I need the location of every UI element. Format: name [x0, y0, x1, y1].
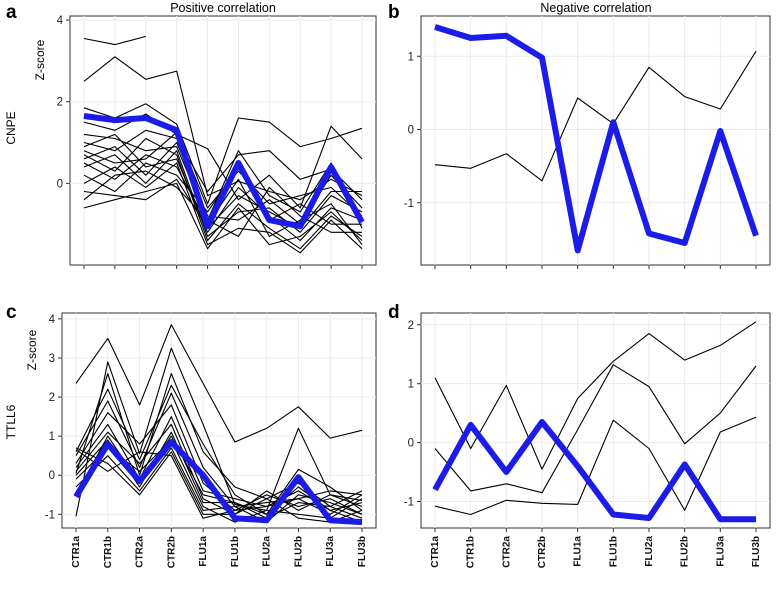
- y-tick-label: 4: [57, 15, 64, 27]
- panel-c: -1 0 1 2 3 4 CTR1a CTR1b CTR2a CTR2b FLU1a FLU1b FL…: [4, 302, 377, 568]
- panel-a-lines: [83, 35, 365, 254]
- series-line-g1: [83, 35, 146, 46]
- x-tick-label: CTR2b: [166, 536, 177, 568]
- panel-c-label: c: [6, 302, 17, 323]
- panel-b: -1 0 1 b Negative correlation: [388, 1, 771, 269]
- x-tick-label: CTR2a: [501, 536, 512, 568]
- series-line-g4: [83, 113, 363, 209]
- panel-a-y-axis-label: Z-score: [33, 39, 47, 80]
- x-tick-label: CTR1b: [103, 536, 114, 568]
- x-tick-label: FLU3a: [325, 536, 336, 567]
- x-tick-label: FLU2a: [644, 536, 655, 567]
- x-tick-label: CTR1b: [466, 536, 477, 568]
- x-tick-label: FLU1b: [608, 536, 619, 567]
- panel-d-x-ticks: CTR1a CTR1b CTR2a CTR2b FLU1a FLU1b FLU2a FLU2b…: [430, 528, 762, 568]
- x-tick-label: FLU1b: [230, 536, 241, 567]
- y-tick-label: 2: [408, 320, 414, 332]
- panel-a-gene-label: CNPE: [4, 111, 18, 144]
- y-tick-label: 0: [49, 470, 55, 482]
- panel-b-title: Negative correlation: [540, 1, 651, 15]
- panel-c-y-ticks: -1 0 1 2 3 4: [45, 314, 62, 521]
- panel-c-lines: [73, 324, 363, 526]
- panel-a-title: Positive correlation: [170, 1, 276, 15]
- series-line-g5: [83, 133, 363, 229]
- x-tick-label: CTR2a: [135, 536, 146, 568]
- y-tick-label: 1: [408, 379, 414, 391]
- series-line-u2: [434, 364, 757, 494]
- panel-b-x-ticks: [434, 265, 757, 269]
- panel-c-x-ticks: CTR1a CTR1b CTR2a CTR2b FLU1a FLU1b FLU2a FLU2b…: [71, 528, 368, 568]
- x-tick-label: FLU2a: [262, 536, 273, 567]
- panel-d-y-ticks: -1 0 1 2: [404, 320, 421, 508]
- y-tick-label: 2: [57, 97, 63, 109]
- series-line-g15: [83, 178, 362, 229]
- panel-a-x-ticks: [83, 265, 363, 269]
- series-line-t2: [75, 347, 363, 517]
- y-tick-label: 2: [49, 392, 55, 404]
- panel-a: 0 2 4 a Positive correlation Z-score CNPE: [4, 1, 377, 269]
- panel-b-label: b: [388, 2, 400, 23]
- series-line-g11: [83, 154, 363, 245]
- y-tick-label: 4: [49, 314, 56, 326]
- panel-b-lines: [434, 24, 759, 254]
- x-tick-label: FLU3b: [357, 536, 368, 567]
- x-tick-label: FLU3b: [751, 536, 762, 567]
- series-line-u3: [434, 416, 757, 516]
- series-line-t1: [75, 324, 363, 443]
- x-tick-label: FLU3a: [715, 536, 726, 567]
- panel-c-y-axis-label: Z-score: [25, 329, 39, 370]
- highlight-line: [432, 419, 756, 523]
- panel-b-background: [420, 15, 771, 266]
- y-tick-label: 1: [49, 431, 55, 443]
- highlight-line: [434, 24, 759, 254]
- panel-a-y-ticks: 0 2 4: [57, 15, 70, 190]
- y-tick-label: -1: [45, 509, 55, 521]
- series-line-u1: [434, 321, 757, 470]
- series-line-g6: [83, 129, 363, 201]
- x-tick-label: FLU1a: [573, 536, 584, 567]
- series-line-g14: [83, 162, 363, 254]
- y-tick-label: -1: [404, 496, 414, 508]
- series-line-h1: [434, 50, 757, 182]
- highlight-line: [83, 113, 365, 230]
- series-line-t4: [75, 384, 363, 515]
- x-tick-label: FLU2b: [680, 536, 691, 567]
- y-tick-label: 0: [57, 178, 63, 190]
- x-tick-label: CTR1a: [71, 536, 82, 568]
- panel-d-label: d: [388, 302, 400, 323]
- panel-b-y-ticks: -1 0 1: [404, 51, 421, 210]
- y-tick-label: 0: [408, 125, 414, 137]
- x-tick-label: CTR1a: [430, 536, 441, 568]
- x-tick-label: FLU2b: [293, 536, 304, 567]
- panel-a-label: a: [6, 2, 17, 23]
- series-line-g3: [83, 103, 363, 205]
- y-tick-label: -1: [404, 198, 414, 210]
- series-line-g9: [83, 137, 363, 250]
- series-line-t5: [75, 392, 363, 515]
- y-tick-label: 3: [49, 353, 55, 365]
- panel-c-gene-label: TTLL6: [4, 404, 18, 439]
- y-tick-label: 1: [408, 51, 414, 63]
- panel-d-grid: [421, 313, 770, 528]
- series-line-g17: [83, 182, 363, 250]
- panel-d-background: [420, 312, 771, 529]
- y-tick-label: 0: [408, 438, 414, 450]
- panel-d: -1 0 1 2 CTR1a CTR1b CTR2a CTR2b FLU1a FLU1b FLU2…: [388, 302, 771, 568]
- x-tick-label: CTR2b: [537, 536, 548, 568]
- panel-d-lines: [432, 321, 757, 523]
- x-tick-label: FLU1a: [198, 536, 209, 567]
- highlight-line: [73, 439, 363, 526]
